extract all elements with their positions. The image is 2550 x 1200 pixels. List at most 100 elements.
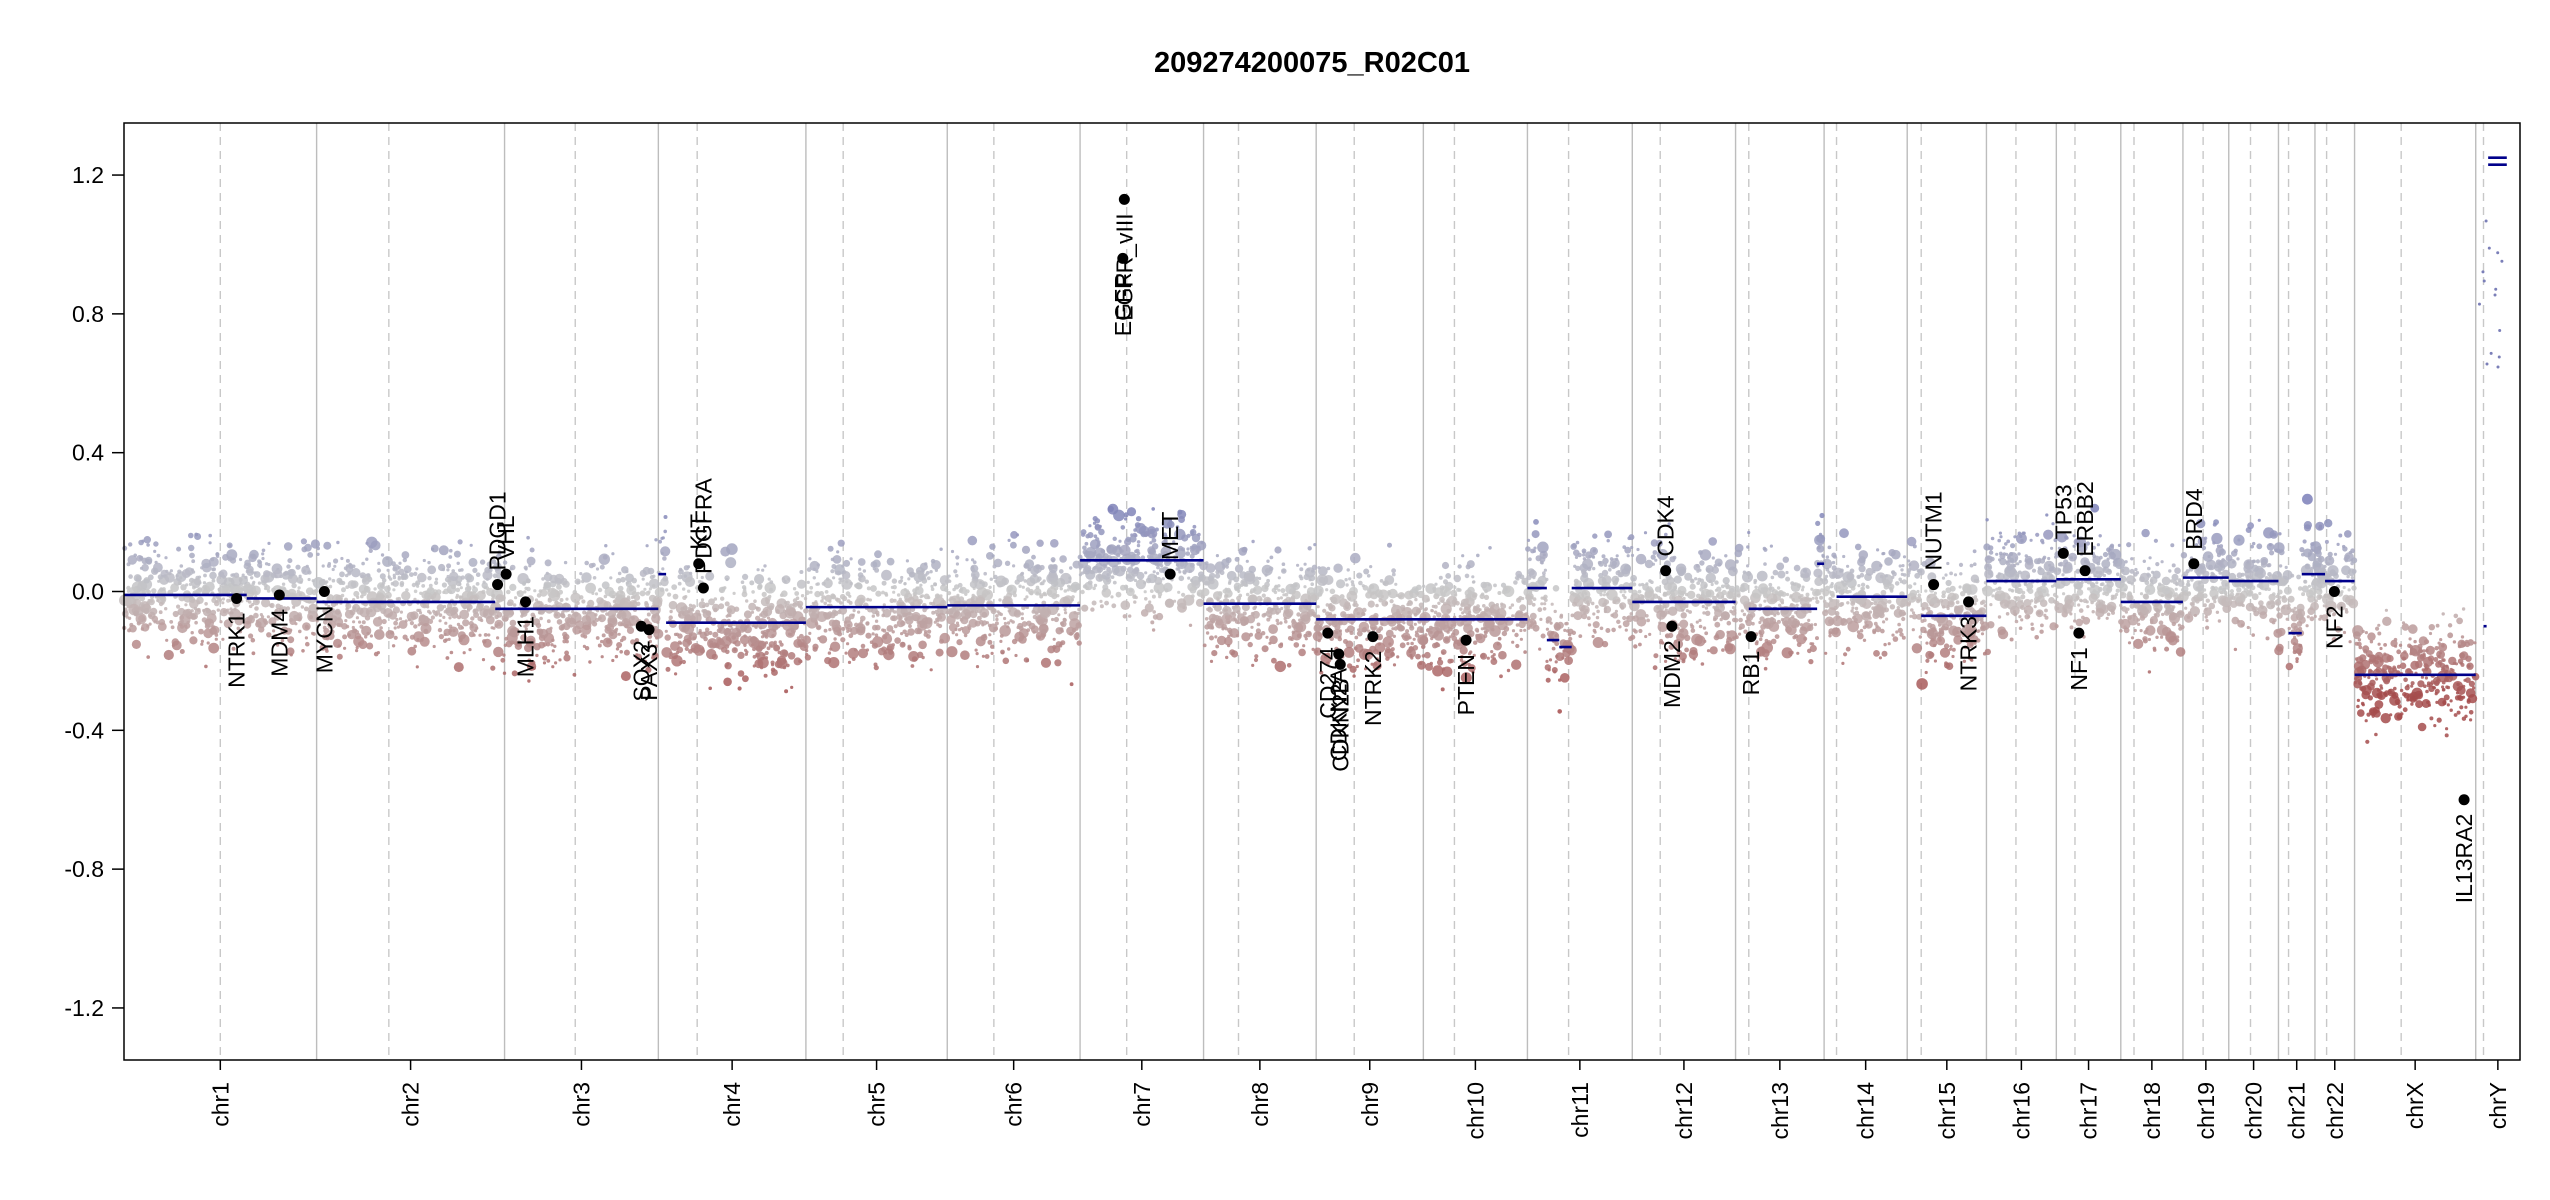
probe-point <box>352 606 356 610</box>
probe-point <box>1881 598 1888 605</box>
probe-point <box>1846 564 1850 568</box>
probe-point <box>1355 664 1359 669</box>
probe-point <box>677 581 682 586</box>
probe-point <box>504 616 509 622</box>
probe-point <box>448 555 453 559</box>
probe-point <box>389 630 394 635</box>
probe-point <box>576 601 580 605</box>
probe-point <box>1631 589 1638 596</box>
probe-point <box>1015 533 1020 537</box>
probe-point <box>1632 582 1637 587</box>
probe-point <box>911 656 918 662</box>
probe-point <box>1346 590 1358 602</box>
probe-point <box>1560 673 1570 683</box>
probe-point <box>177 569 182 574</box>
probe-point <box>1537 541 1549 554</box>
probe-point <box>1330 594 1341 605</box>
probe-point <box>1480 592 1485 597</box>
probe-point <box>1891 570 1896 575</box>
probe-point <box>1732 636 1736 640</box>
probe-point <box>379 583 384 589</box>
probe-point <box>1116 553 1121 558</box>
probe-point <box>1266 606 1273 613</box>
probe-point <box>828 627 832 632</box>
probe-point <box>900 620 906 627</box>
probe-point <box>851 657 856 661</box>
probe-point <box>1198 563 1202 567</box>
probe-point <box>600 639 604 644</box>
probe-point <box>285 606 291 611</box>
probe-point <box>1071 595 1075 599</box>
probe-point <box>1709 646 1718 655</box>
probe-point <box>228 598 232 603</box>
probe-point <box>1035 565 1039 569</box>
probe-point <box>1814 596 1819 601</box>
probe-point <box>660 536 664 541</box>
probe-point <box>445 656 450 660</box>
probe-point <box>468 557 478 567</box>
probe-point <box>823 578 833 589</box>
probe-point <box>1020 612 1024 616</box>
probe-point <box>129 586 138 595</box>
probe-point <box>1219 611 1223 615</box>
probe-point <box>302 569 306 573</box>
probe-point <box>1734 549 1743 558</box>
probe-point <box>1136 543 1141 548</box>
probe-point <box>1544 664 1552 671</box>
probe-point <box>441 568 445 572</box>
probe-point <box>1713 634 1720 641</box>
probe-point <box>1653 653 1659 659</box>
probe-point <box>1572 601 1577 607</box>
probe-point <box>1136 551 1141 556</box>
probe-point <box>1878 656 1882 660</box>
probe-point <box>799 633 804 639</box>
probe-point <box>756 568 760 572</box>
probe-point <box>446 574 450 579</box>
probe-point <box>351 625 355 630</box>
probe-point <box>1724 559 1737 571</box>
probe-point <box>1067 584 1071 588</box>
probe-point <box>1705 567 1711 573</box>
probe-point <box>1202 643 1207 648</box>
probe-point <box>502 560 508 565</box>
probe-point <box>856 628 861 633</box>
probe-point <box>379 573 386 580</box>
probe-point <box>184 603 188 607</box>
probe-point <box>458 568 462 572</box>
probe-point <box>143 536 151 544</box>
probe-point <box>1394 582 1398 586</box>
probe-point <box>1368 590 1372 594</box>
probe-point <box>1206 607 1210 612</box>
probe-point <box>853 648 858 652</box>
probe-point <box>554 573 565 584</box>
probe-point <box>400 575 405 581</box>
probe-point <box>231 573 236 577</box>
probe-point <box>1848 589 1852 594</box>
probe-point <box>957 628 962 632</box>
probe-point <box>1698 618 1702 623</box>
probe-point <box>588 660 592 664</box>
probe-point <box>1629 612 1633 616</box>
probe-point <box>1389 599 1394 604</box>
probe-point <box>1908 563 1912 567</box>
probe-point <box>1899 580 1903 584</box>
probe-point <box>328 622 332 626</box>
probe-point <box>381 578 387 583</box>
probe-point <box>1352 674 1356 678</box>
probe-point <box>574 578 581 585</box>
probe-point <box>902 629 907 635</box>
probe-point <box>446 563 452 569</box>
probe-point <box>1740 586 1746 593</box>
probe-point <box>645 582 650 586</box>
probe-point <box>1724 554 1728 558</box>
probe-point <box>691 604 696 609</box>
probe-point <box>1553 609 1557 614</box>
probe-point <box>472 608 479 615</box>
probe-point <box>1007 538 1011 543</box>
probe-point <box>1426 628 1431 633</box>
probe-point <box>126 589 131 593</box>
probe-point <box>1758 620 1762 625</box>
probe-point <box>950 549 955 554</box>
probe-point <box>898 616 903 621</box>
probe-point <box>1129 535 1137 543</box>
